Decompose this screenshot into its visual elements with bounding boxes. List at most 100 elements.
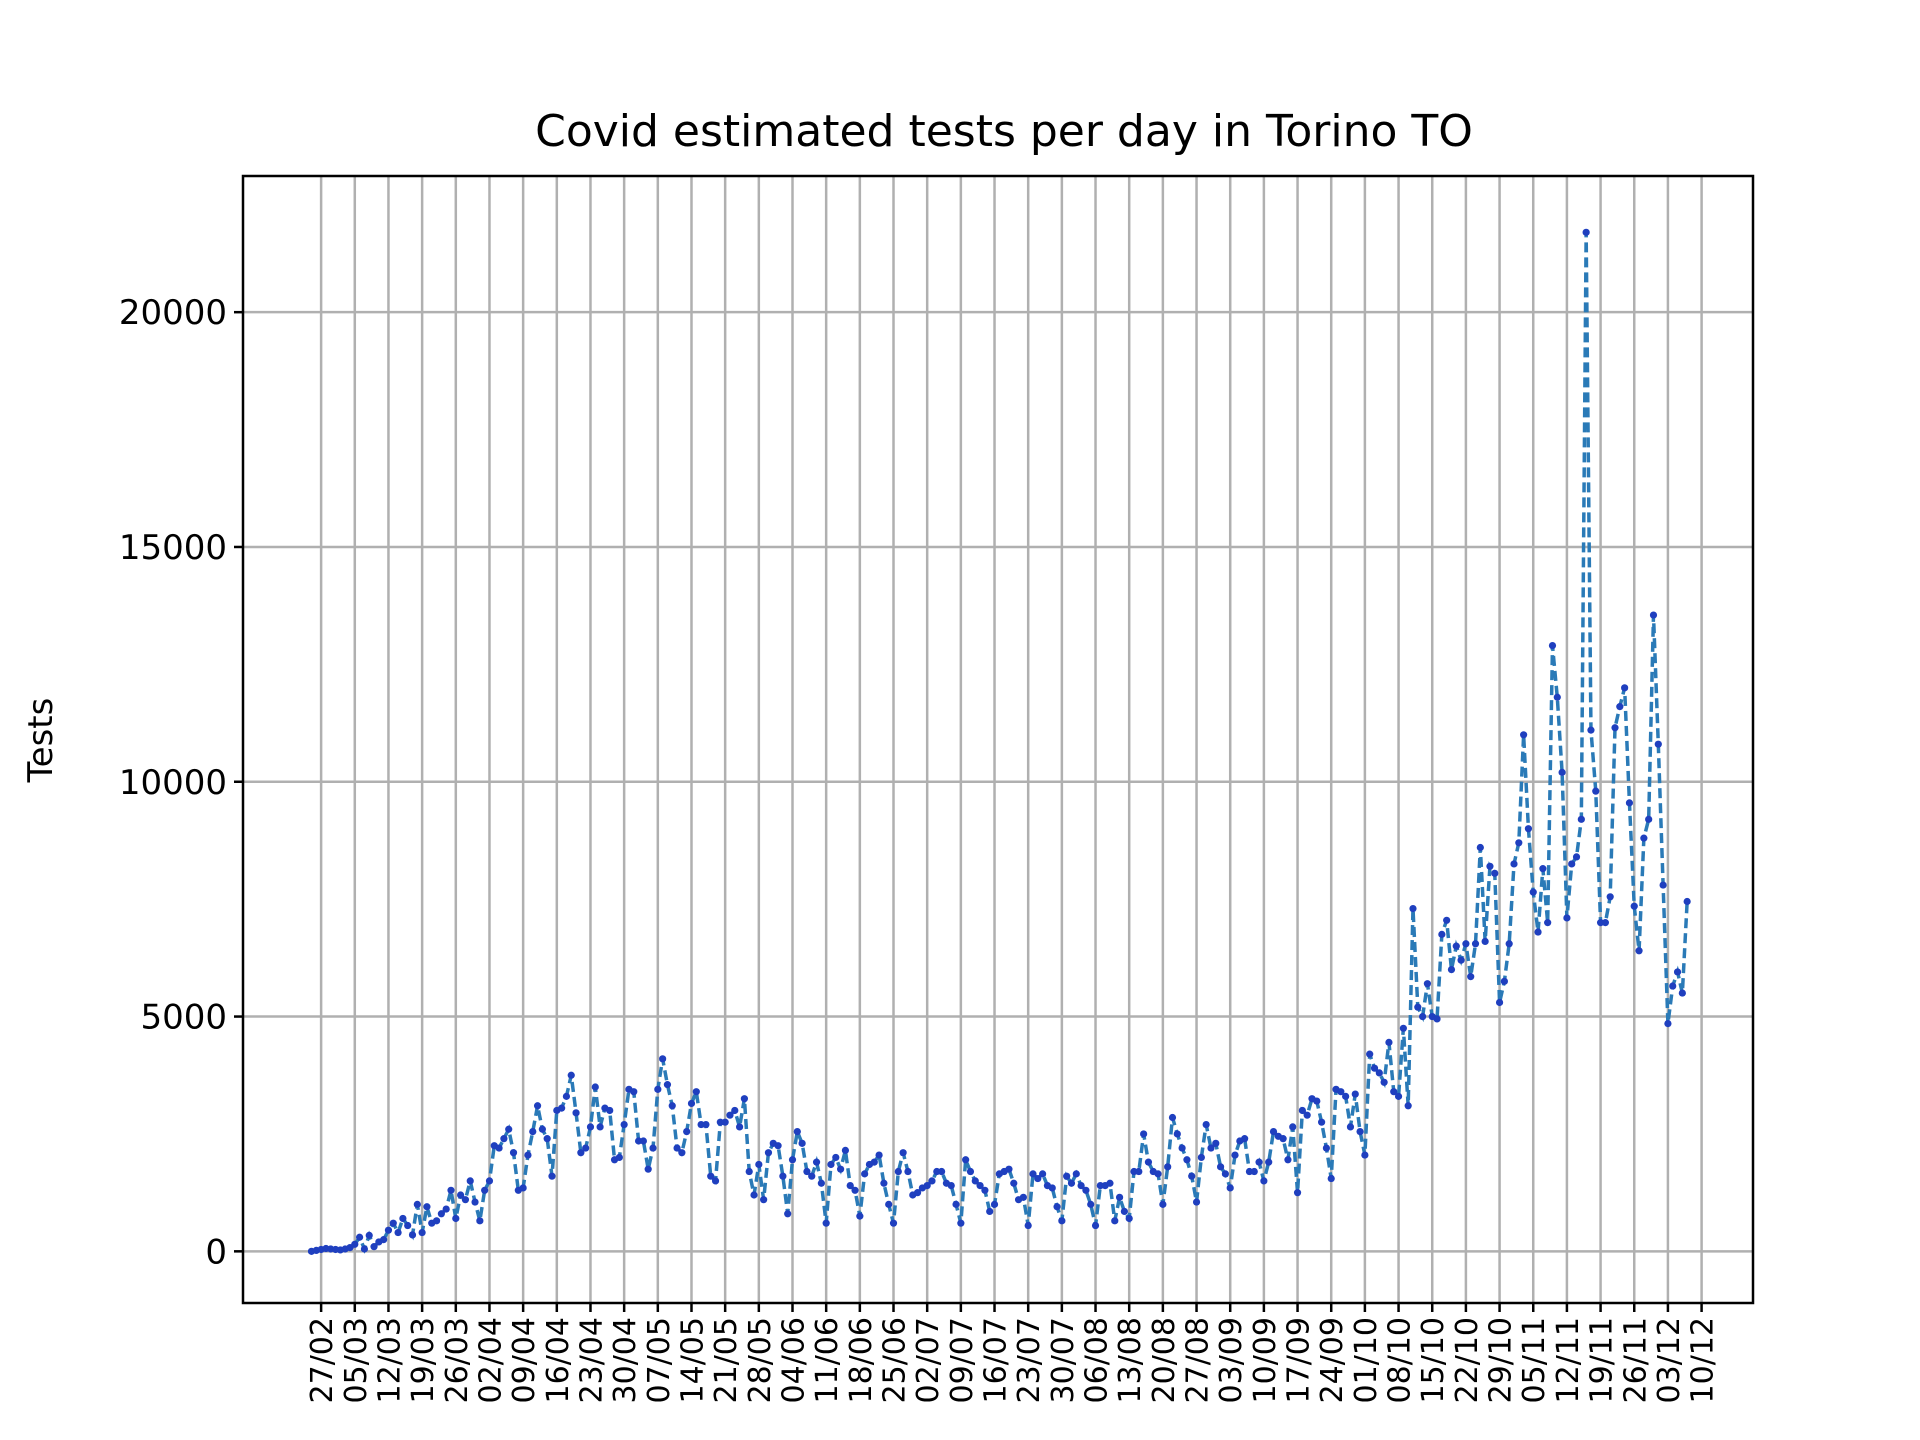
data-point — [1168, 1113, 1177, 1122]
data-point — [750, 1191, 758, 1199]
data-point — [1616, 703, 1624, 711]
data-point — [962, 1156, 970, 1164]
series-points — [307, 228, 1691, 1255]
x-tick-label: 23/07 — [1012, 1317, 1047, 1403]
data-point — [567, 1071, 575, 1079]
x-tick-label: 21/05 — [709, 1317, 744, 1403]
data-point — [1255, 1158, 1263, 1166]
data-point — [745, 1167, 753, 1176]
data-point — [822, 1219, 830, 1227]
data-point — [1366, 1050, 1374, 1058]
data-point — [1313, 1097, 1321, 1105]
x-tick-label: 03/09 — [1214, 1317, 1249, 1403]
data-point — [1115, 1193, 1124, 1201]
x-axis: 27/0205/0312/0319/0326/0302/0409/0416/04… — [305, 1303, 1721, 1403]
data-point — [461, 1196, 470, 1204]
data-point — [649, 1144, 657, 1152]
data-point — [817, 1179, 825, 1187]
data-point — [735, 1123, 744, 1131]
data-point — [485, 1177, 494, 1185]
data-point — [711, 1177, 720, 1185]
data-point — [788, 1156, 797, 1164]
data-point — [413, 1200, 421, 1208]
data-point — [923, 1182, 931, 1190]
x-tick-label: 12/11 — [1551, 1317, 1586, 1403]
data-point — [1346, 1123, 1355, 1131]
chart-title: Covid estimated tests per day in Torino … — [535, 106, 1473, 157]
data-point — [1544, 919, 1552, 927]
data-point — [351, 1240, 359, 1248]
data-point — [562, 1092, 571, 1100]
data-point — [1467, 973, 1475, 981]
data-point — [827, 1160, 835, 1169]
data-point — [1221, 1170, 1229, 1178]
x-tick-label: 30/07 — [1046, 1317, 1081, 1403]
x-tick-label: 27/08 — [1181, 1317, 1216, 1403]
data-point — [1356, 1128, 1364, 1136]
data-point — [1462, 940, 1470, 948]
data-point — [659, 1055, 667, 1063]
data-point — [731, 1106, 739, 1115]
data-point — [1409, 904, 1417, 913]
data-point — [1202, 1120, 1210, 1129]
data-point — [1606, 893, 1614, 901]
data-point — [692, 1088, 700, 1096]
data-point — [1067, 1179, 1076, 1187]
data-point — [1063, 1172, 1071, 1180]
data-point — [644, 1165, 652, 1173]
x-tick-label: 26/03 — [440, 1317, 475, 1403]
data-point — [1337, 1088, 1345, 1096]
data-point — [505, 1125, 513, 1133]
data-point — [1106, 1179, 1114, 1187]
data-point — [851, 1186, 859, 1194]
data-point — [1669, 982, 1677, 990]
data-point — [1630, 902, 1638, 910]
data-point — [1279, 1135, 1287, 1143]
data-point — [591, 1083, 599, 1091]
data-point — [466, 1177, 474, 1185]
data-point — [1241, 1135, 1249, 1143]
data-point — [832, 1153, 840, 1162]
data-point — [981, 1186, 989, 1194]
data-point — [1327, 1174, 1335, 1183]
data-point — [1649, 611, 1658, 619]
data-point — [678, 1149, 686, 1157]
data-point — [779, 1172, 787, 1180]
x-tick-label: 05/11 — [1517, 1317, 1552, 1403]
x-tick-label: 08/10 — [1383, 1317, 1418, 1403]
data-point — [1539, 865, 1547, 873]
data-point — [1515, 839, 1523, 847]
data-point — [1476, 843, 1484, 852]
data-point — [1322, 1144, 1331, 1152]
data-point — [803, 1167, 811, 1176]
data-point — [1438, 930, 1446, 938]
data-point — [721, 1118, 729, 1126]
data-point — [1087, 1200, 1095, 1208]
data-point — [1298, 1106, 1306, 1115]
data-point — [1029, 1170, 1037, 1178]
data-point — [687, 1099, 696, 1108]
data-point — [673, 1144, 681, 1152]
x-tick-label: 12/03 — [372, 1317, 407, 1403]
data-point — [360, 1245, 369, 1253]
x-tick-label: 24/09 — [1315, 1317, 1350, 1403]
x-tick-label: 10/12 — [1686, 1317, 1721, 1403]
data-point — [543, 1135, 551, 1143]
data-point — [1178, 1144, 1186, 1152]
x-tick-label: 15/10 — [1416, 1317, 1451, 1403]
x-tick-label: 04/06 — [777, 1317, 812, 1403]
data-point — [1375, 1069, 1383, 1077]
data-point — [1019, 1193, 1027, 1201]
data-point — [1481, 937, 1489, 946]
x-tick-label: 05/03 — [339, 1317, 374, 1403]
data-point — [1207, 1144, 1215, 1152]
x-tick-label: 02/07 — [911, 1317, 946, 1403]
data-point — [1447, 966, 1456, 974]
data-point — [663, 1081, 672, 1089]
data-point — [1183, 1156, 1191, 1164]
data-point — [1269, 1128, 1278, 1136]
data-point — [1111, 1217, 1119, 1225]
data-point — [442, 1205, 450, 1213]
data-point — [1471, 940, 1480, 948]
